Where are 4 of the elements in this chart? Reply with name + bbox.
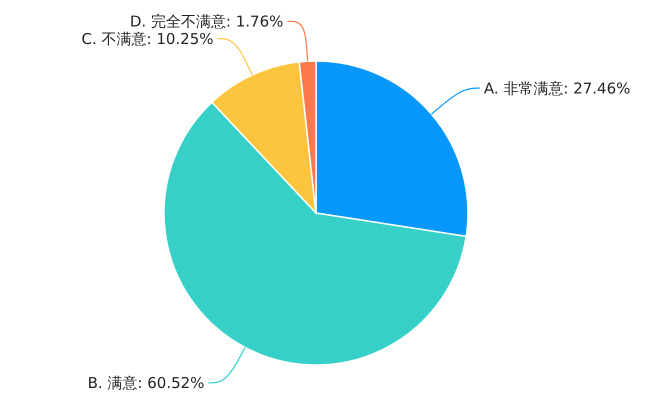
slice-label: D. 完全不满意: 1.76% (130, 12, 284, 31)
slice-label: C. 不满意: 10.25% (81, 30, 214, 48)
slice-label: B. 满意: 60.52% (88, 374, 204, 392)
slice-label: A. 非常满意: 27.46% (484, 79, 630, 98)
